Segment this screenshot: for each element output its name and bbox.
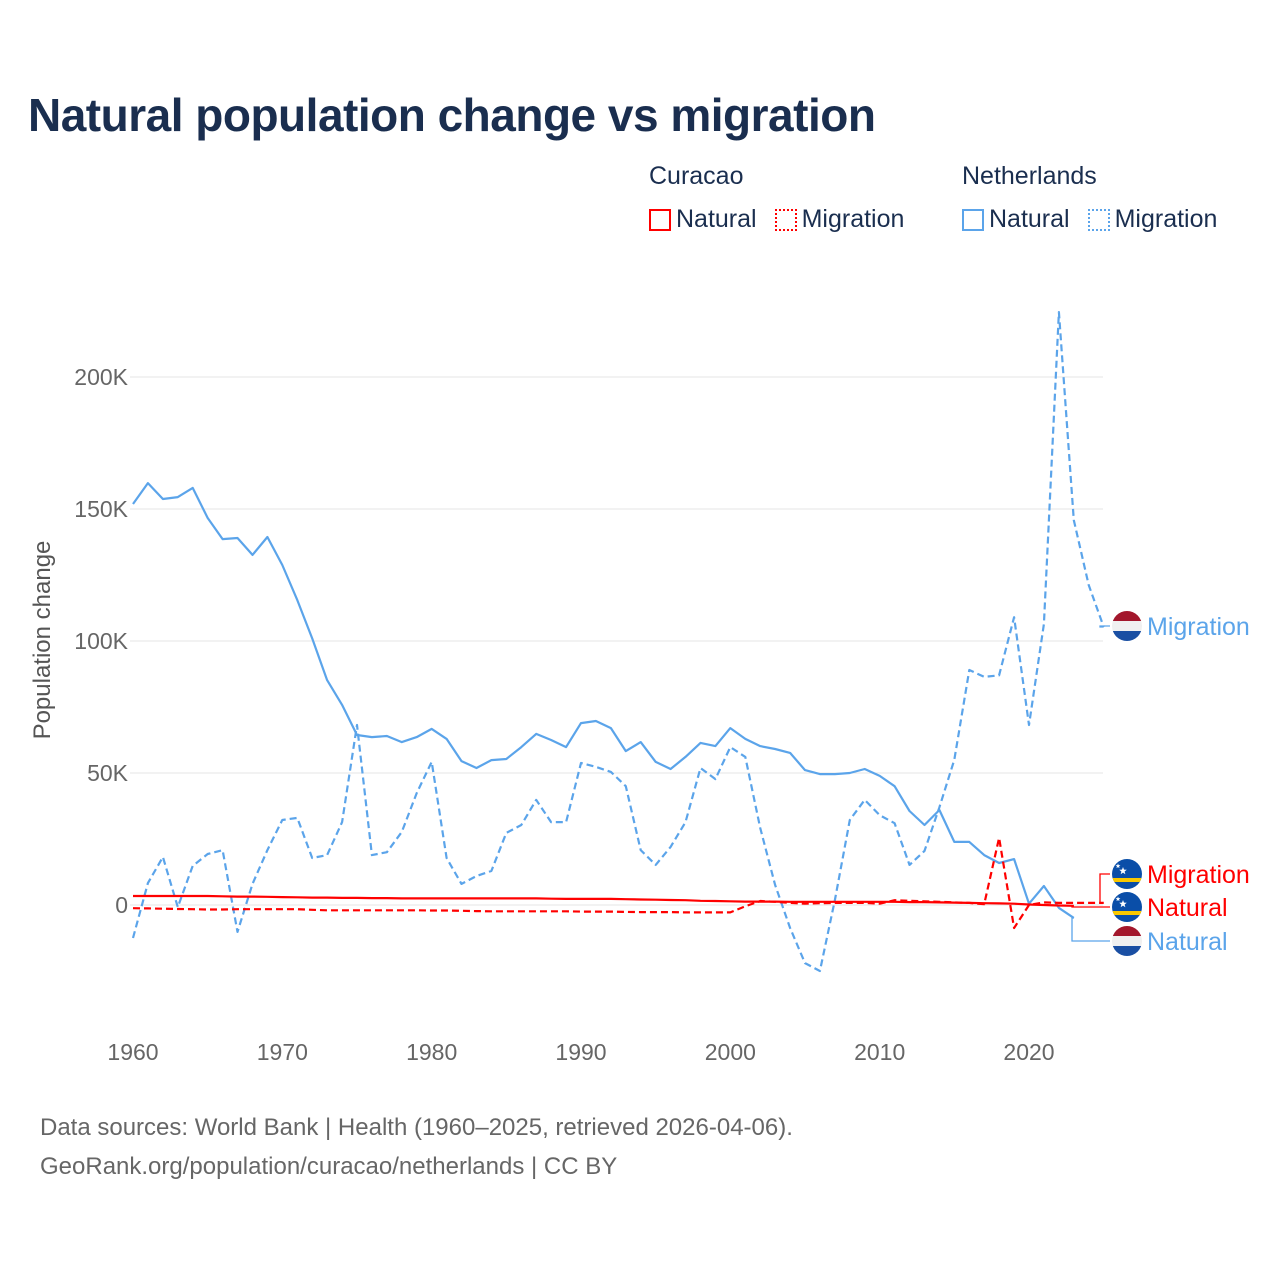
- source-link[interactable]: GeoRank.org/population/curacao/netherlan…: [40, 1153, 618, 1180]
- curacao-flag-icon: [1112, 859, 1142, 889]
- series-line-netherlands-migration: [131, 311, 1105, 973]
- y-tick-label: 100K: [74, 628, 128, 654]
- legend-label: Natural: [989, 205, 1070, 233]
- label-connector: [1071, 917, 1110, 942]
- x-tick-label: 1990: [555, 1039, 606, 1065]
- series-end-label: Natural: [1147, 928, 1228, 956]
- y-tick-label: 0: [115, 892, 128, 918]
- label-connector: [1099, 625, 1110, 628]
- star-icon: [1115, 863, 1121, 869]
- netherlands-flag-icon: [1112, 926, 1142, 956]
- star-icon: [1115, 896, 1121, 902]
- chart-title: Natural population change vs migration: [28, 89, 876, 141]
- label-connector: [1071, 905, 1110, 908]
- legend-item-curacao-migration[interactable]: Migration: [774, 205, 905, 234]
- solid-swatch-icon: [649, 208, 671, 231]
- x-tick-label: 2010: [854, 1039, 905, 1065]
- legend-item-curacao-natural[interactable]: Natural: [649, 205, 757, 234]
- y-tick-label: 50K: [87, 760, 129, 786]
- x-tick-label: 1970: [257, 1039, 308, 1065]
- series-end-label: Migration: [1147, 861, 1250, 889]
- x-tick-label: 2020: [1003, 1039, 1054, 1065]
- series-line-curacao-natural: [133, 894, 1074, 907]
- legend-label: Migration: [801, 205, 905, 233]
- x-tick-label: 1960: [107, 1039, 158, 1065]
- series-line-curacao-migration: [132, 836, 1104, 930]
- netherlands-flag-icon: [1112, 611, 1142, 641]
- curacao-flag-icon: [1112, 892, 1142, 922]
- star-icon: [1119, 867, 1127, 875]
- source-note: Data sources: World Bank | Health (1960–…: [40, 1108, 793, 1186]
- y-tick-label: 200K: [74, 364, 128, 390]
- legend-label: Natural: [676, 205, 757, 233]
- star-icon: [1119, 900, 1127, 908]
- legend-label: Migration: [1114, 205, 1218, 233]
- y-tick-label: 150K: [74, 496, 128, 522]
- x-tick-label: 1980: [406, 1039, 457, 1065]
- legend-group-curacao: Curacao Natural Migration: [649, 162, 904, 234]
- series-line-netherlands-natural: [132, 482, 1075, 919]
- dotted-swatch-icon: [774, 208, 797, 231]
- legend-item-netherlands-natural[interactable]: Natural: [962, 205, 1070, 234]
- y-axis-label: Population change: [29, 541, 56, 740]
- dotted-swatch-icon: [1087, 208, 1110, 231]
- x-tick-label: 2000: [705, 1039, 756, 1065]
- legend-group-title: Curacao: [649, 162, 744, 190]
- source-line[interactable]: Data sources: World Bank | Health (1960–…: [40, 1114, 793, 1141]
- series-end-label: Migration: [1147, 613, 1250, 641]
- legend-item-netherlands-migration[interactable]: Migration: [1087, 205, 1218, 234]
- legend-group-netherlands: Netherlands Natural Migration: [962, 162, 1217, 234]
- label-connector: [1099, 873, 1110, 904]
- solid-swatch-icon: [962, 208, 984, 231]
- legend-group-title: Netherlands: [962, 162, 1097, 190]
- series-end-label: Natural: [1147, 894, 1228, 922]
